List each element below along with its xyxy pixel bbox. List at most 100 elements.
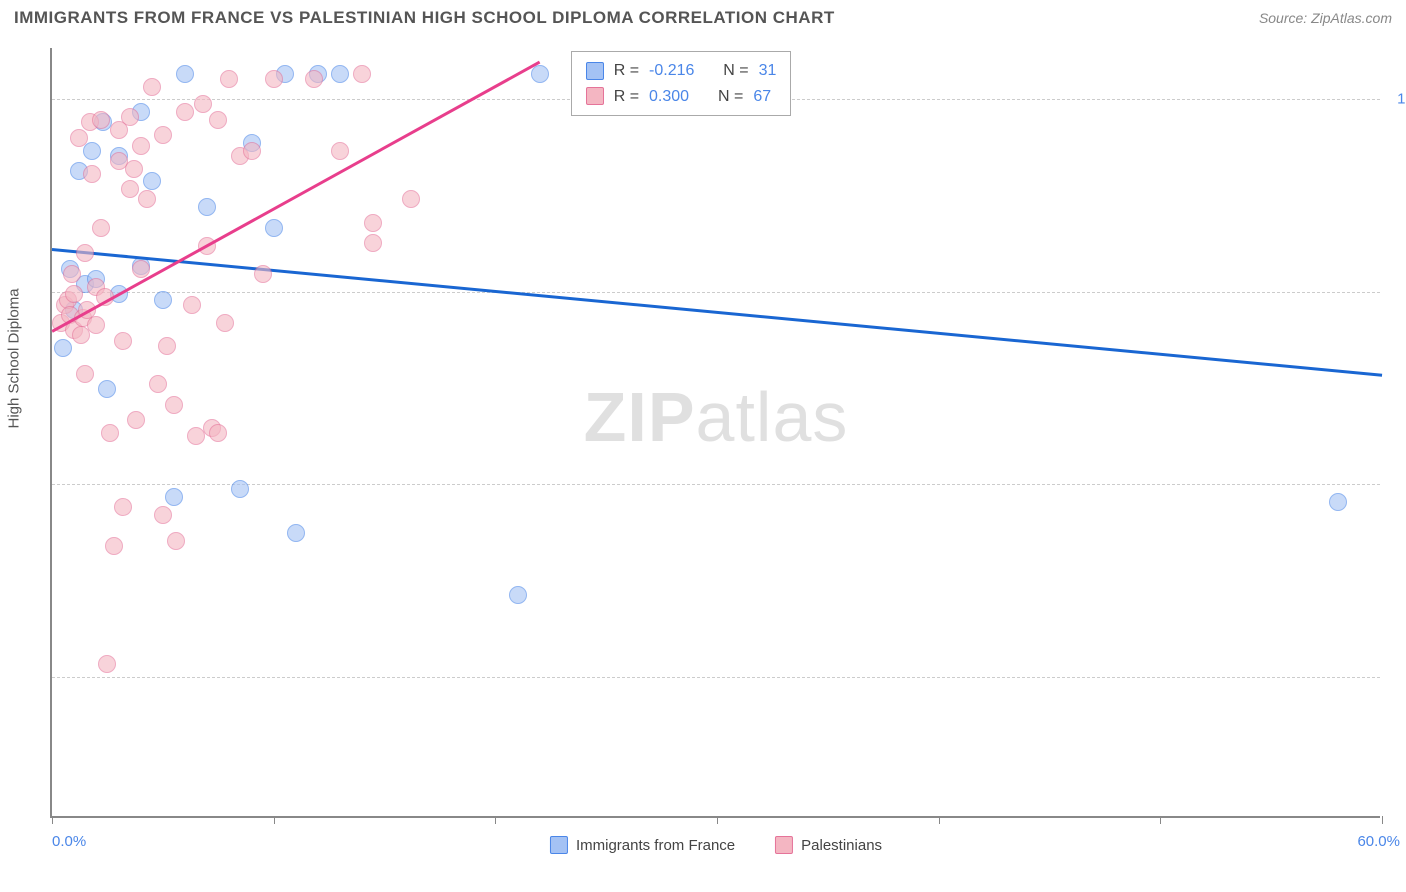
scatter-point xyxy=(364,234,382,252)
scatter-point xyxy=(183,296,201,314)
y-tick-label: 100.0% xyxy=(1388,91,1406,108)
scatter-point xyxy=(154,291,172,309)
legend: Immigrants from France Palestinians xyxy=(550,836,882,854)
scatter-point xyxy=(114,332,132,350)
scatter-point xyxy=(92,219,110,237)
scatter-point xyxy=(92,111,110,129)
scatter-point xyxy=(154,506,172,524)
x-axis-min-label: 0.0% xyxy=(52,833,86,850)
y-tick-label: 85.0% xyxy=(1388,476,1406,493)
legend-label: Palestinians xyxy=(801,837,882,854)
scatter-point xyxy=(83,142,101,160)
scatter-chart: ZIPatlas 77.5%85.0%92.5%100.0%0.0%60.0%R… xyxy=(50,48,1380,818)
gridline xyxy=(52,677,1380,678)
gridline xyxy=(52,484,1380,485)
scatter-point xyxy=(132,137,150,155)
legend-label: Immigrants from France xyxy=(576,837,735,854)
scatter-point xyxy=(54,339,72,357)
scatter-point xyxy=(176,103,194,121)
scatter-point xyxy=(331,65,349,83)
scatter-point xyxy=(158,337,176,355)
scatter-point xyxy=(98,380,116,398)
scatter-point xyxy=(509,586,527,604)
scatter-point xyxy=(154,126,172,144)
stats-row: R = 0.300 N = 67 xyxy=(586,84,777,110)
stats-row: R = -0.216 N = 31 xyxy=(586,58,777,84)
x-tick xyxy=(939,816,940,824)
scatter-point xyxy=(254,265,272,283)
stats-box: R = -0.216 N = 31R = 0.300 N = 67 xyxy=(571,51,792,116)
scatter-point xyxy=(143,78,161,96)
legend-swatch xyxy=(586,62,604,80)
stat-r-label: R = xyxy=(614,58,639,84)
scatter-point xyxy=(127,411,145,429)
scatter-point xyxy=(194,95,212,113)
stat-n-label: N = xyxy=(718,84,743,110)
scatter-point xyxy=(87,316,105,334)
scatter-point xyxy=(83,165,101,183)
scatter-point xyxy=(198,198,216,216)
scatter-point xyxy=(1329,493,1347,511)
legend-item: Immigrants from France xyxy=(550,836,735,854)
scatter-point xyxy=(70,129,88,147)
stat-r-label: R = xyxy=(614,84,639,110)
scatter-point xyxy=(98,655,116,673)
y-tick-label: 92.5% xyxy=(1388,283,1406,300)
scatter-point xyxy=(165,488,183,506)
x-tick xyxy=(1160,816,1161,824)
stat-n-value: 67 xyxy=(753,84,771,110)
scatter-point xyxy=(76,244,94,262)
stat-r-value: 0.300 xyxy=(649,84,689,110)
scatter-point xyxy=(209,424,227,442)
scatter-point xyxy=(76,365,94,383)
scatter-point xyxy=(167,532,185,550)
x-tick xyxy=(1382,816,1383,824)
scatter-point xyxy=(121,108,139,126)
scatter-point xyxy=(65,285,83,303)
scatter-point xyxy=(331,142,349,160)
watermark-light: atlas xyxy=(696,378,849,456)
stat-n-label: N = xyxy=(723,58,748,84)
scatter-point xyxy=(63,265,81,283)
scatter-point xyxy=(209,111,227,129)
scatter-point xyxy=(364,214,382,232)
scatter-point xyxy=(216,314,234,332)
scatter-point xyxy=(353,65,371,83)
scatter-point xyxy=(176,65,194,83)
x-tick xyxy=(495,816,496,824)
scatter-point xyxy=(138,190,156,208)
scatter-point xyxy=(243,142,261,160)
scatter-point xyxy=(105,537,123,555)
legend-swatch xyxy=(775,836,793,854)
source-label: Source: ZipAtlas.com xyxy=(1259,10,1392,26)
scatter-point xyxy=(101,424,119,442)
legend-swatch xyxy=(550,836,568,854)
scatter-point xyxy=(402,190,420,208)
scatter-point xyxy=(265,70,283,88)
legend-item: Palestinians xyxy=(775,836,882,854)
x-tick xyxy=(717,816,718,824)
scatter-point xyxy=(132,260,150,278)
scatter-point xyxy=(143,172,161,190)
x-tick xyxy=(52,816,53,824)
scatter-point xyxy=(220,70,238,88)
trend-line xyxy=(52,248,1382,376)
y-tick-label: 77.5% xyxy=(1388,668,1406,685)
x-axis-max-label: 60.0% xyxy=(1357,833,1400,850)
stat-r-value: -0.216 xyxy=(649,58,694,84)
scatter-point xyxy=(305,70,323,88)
x-tick xyxy=(274,816,275,824)
scatter-point xyxy=(149,375,167,393)
scatter-point xyxy=(114,498,132,516)
scatter-point xyxy=(72,326,90,344)
legend-swatch xyxy=(586,87,604,105)
scatter-point xyxy=(531,65,549,83)
title-bar: IMMIGRANTS FROM FRANCE VS PALESTINIAN HI… xyxy=(0,0,1406,36)
watermark: ZIPatlas xyxy=(584,377,849,457)
scatter-point xyxy=(287,524,305,542)
chart-title: IMMIGRANTS FROM FRANCE VS PALESTINIAN HI… xyxy=(14,8,835,28)
watermark-bold: ZIP xyxy=(584,378,696,456)
scatter-point xyxy=(125,160,143,178)
scatter-point xyxy=(121,180,139,198)
scatter-point xyxy=(165,396,183,414)
